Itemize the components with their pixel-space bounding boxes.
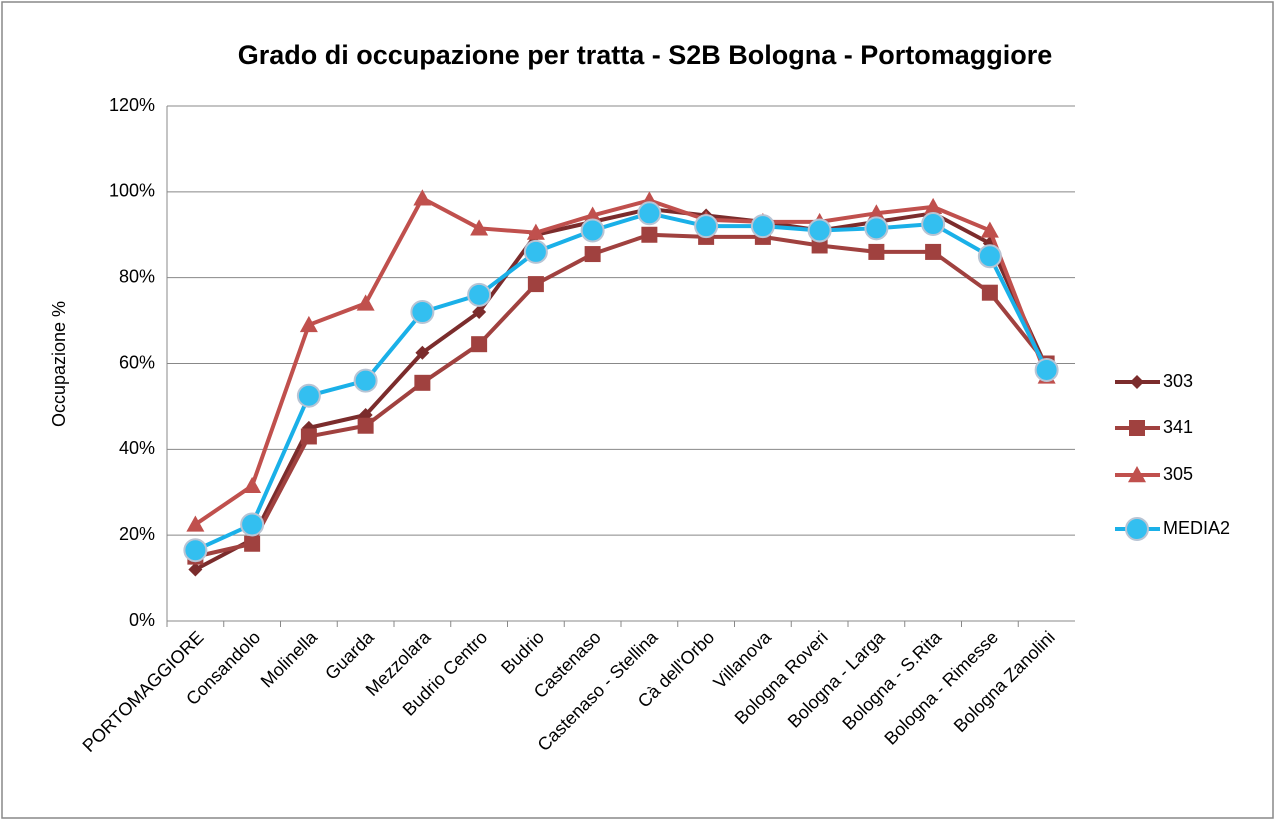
data-point <box>296 383 321 408</box>
legend-label: MEDIA2 <box>1163 518 1230 538</box>
data-point <box>243 476 262 494</box>
y-tick-label: 40% <box>119 438 155 458</box>
data-point <box>750 214 775 239</box>
y-tick-label: 0% <box>129 610 155 630</box>
series-line <box>194 207 1049 572</box>
data-point <box>353 368 378 393</box>
data-point <box>584 246 601 263</box>
data-point <box>977 244 1002 269</box>
data-point <box>637 201 662 226</box>
data-point <box>240 512 265 537</box>
data-point <box>471 336 488 353</box>
data-point <box>580 218 605 243</box>
data-point <box>981 284 998 301</box>
legend-marker <box>1125 517 1149 541</box>
chart-title: Grado di occupazione per tratta - S2B Bo… <box>238 40 1053 70</box>
y-tick-label: 80% <box>119 266 155 286</box>
series-line <box>194 196 1049 527</box>
data-point <box>410 300 435 324</box>
data-point <box>868 243 885 260</box>
data-point <box>925 243 942 260</box>
data-point <box>807 218 832 243</box>
data-point <box>413 189 432 206</box>
data-point <box>864 216 889 241</box>
y-axis-label: Occupazione % <box>49 301 69 427</box>
data-point <box>472 305 487 319</box>
data-point <box>921 212 946 237</box>
data-point <box>188 562 203 577</box>
series-line <box>194 232 1049 559</box>
data-point <box>1034 357 1059 382</box>
legend-label: 341 <box>1163 417 1193 437</box>
data-point <box>414 374 431 391</box>
data-point <box>980 221 999 238</box>
data-point <box>694 214 719 239</box>
y-tick-label: 20% <box>119 524 155 544</box>
legend-label: 303 <box>1163 371 1193 391</box>
data-point <box>526 223 545 240</box>
data-point <box>527 276 544 293</box>
data-point <box>415 345 430 360</box>
data-point <box>583 206 602 223</box>
legend-marker <box>1130 375 1144 389</box>
data-point <box>300 428 317 445</box>
y-tick-label: 100% <box>109 181 155 201</box>
data-point <box>523 239 548 264</box>
data-point <box>244 535 261 552</box>
legend-marker <box>1129 420 1145 436</box>
data-point <box>867 204 886 221</box>
legend-label: 305 <box>1163 464 1193 484</box>
y-tick-label: 60% <box>119 352 155 372</box>
data-point <box>299 315 318 333</box>
y-tick-label: 120% <box>109 95 155 115</box>
data-point <box>470 219 489 236</box>
data-point <box>183 538 208 563</box>
data-point <box>641 226 658 243</box>
data-point <box>357 417 374 434</box>
data-point <box>356 294 375 311</box>
legend-marker <box>1128 466 1146 483</box>
data-point <box>467 282 492 307</box>
data-point <box>924 197 943 215</box>
series-line <box>194 211 1049 553</box>
data-point <box>186 515 205 532</box>
